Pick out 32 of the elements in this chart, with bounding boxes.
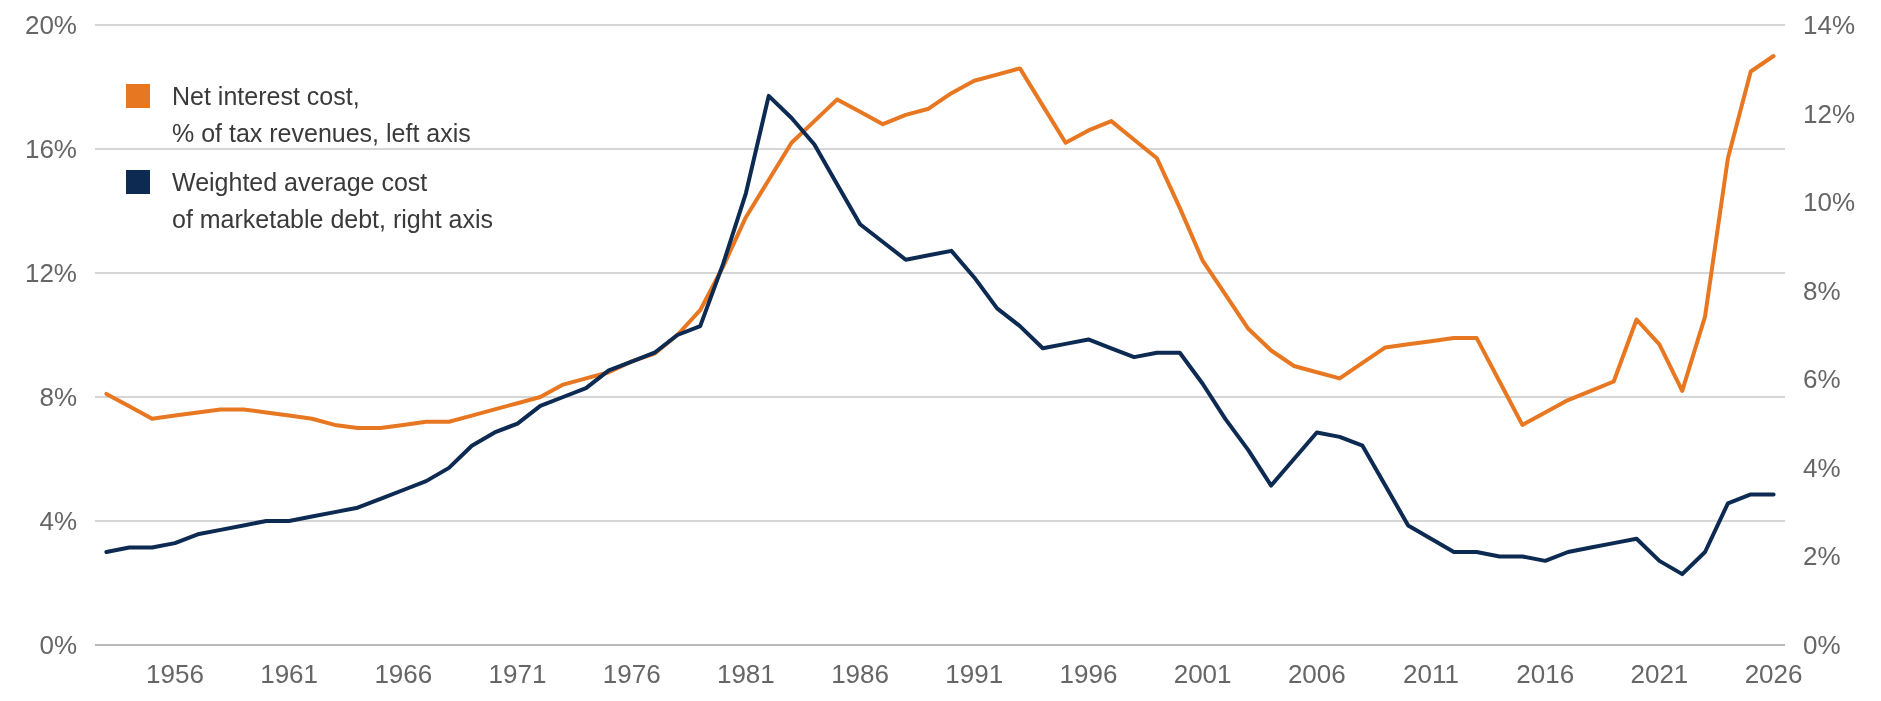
y-tick-label: 0% xyxy=(39,630,77,660)
x-tick-label: 2006 xyxy=(1287,659,1346,689)
x-tick-label: 1966 xyxy=(374,659,433,689)
y2-tick-label: 10% xyxy=(1803,187,1856,218)
y-tick-label: 4% xyxy=(39,506,77,536)
y2-tick-label: 0% xyxy=(1803,630,1841,660)
x-tick-label: 2001 xyxy=(1173,659,1232,689)
x-tick-label: 1991 xyxy=(945,659,1004,689)
legend-label: Net interest cost, % of tax revenues, left axis xyxy=(172,82,471,147)
x-tick-label: 1961 xyxy=(260,659,319,689)
y2-tick-label: 8% xyxy=(1803,275,1841,306)
y2-tick-label: 6% xyxy=(1803,364,1841,395)
y2-tick-label: 2% xyxy=(1803,541,1841,572)
x-tick-label: 1986 xyxy=(831,659,889,689)
y-tick-label: 8% xyxy=(39,382,77,412)
x-tick-label: 1981 xyxy=(716,659,775,689)
y-tick-label: 20% xyxy=(24,10,77,40)
x-tick-label: 1971 xyxy=(488,659,547,689)
x-tick-label: 2026 xyxy=(1744,659,1803,689)
y2-tick-label: 12% xyxy=(1803,98,1856,129)
y-tick-label: 16% xyxy=(24,134,77,164)
x-tick-label: 1976 xyxy=(602,659,661,689)
x-tick-label: 2011 xyxy=(1403,659,1459,689)
legend-label: Weighted average cost of marketable debt, right axis xyxy=(172,168,493,233)
y-tick-label: 12% xyxy=(24,258,77,288)
x-tick-label: 1996 xyxy=(1059,659,1118,689)
y2-tick-label: 4% xyxy=(1803,452,1841,483)
x-tick-label: 2016 xyxy=(1516,659,1575,689)
y2-tick-label: 14% xyxy=(1803,10,1856,40)
line-series xyxy=(104,54,1776,430)
x-tick-label: 1956 xyxy=(146,659,204,689)
x-tick-label: 2021 xyxy=(1630,659,1689,689)
